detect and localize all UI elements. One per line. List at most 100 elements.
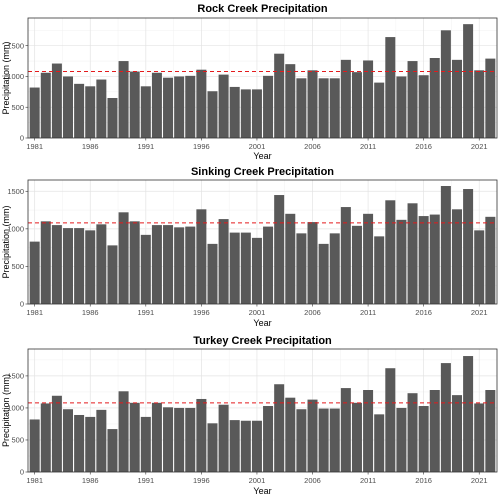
bar-2003: [274, 195, 285, 304]
x-tick-label: 1986: [82, 308, 99, 317]
x-tick-label: 2021: [471, 476, 488, 485]
bar-2020: [463, 24, 474, 138]
y-tick-label: 1000: [7, 404, 24, 413]
bar-1998: [218, 74, 229, 138]
bar-1998: [218, 219, 229, 304]
bar-2013: [385, 37, 396, 139]
bar-1992: [151, 402, 162, 472]
bar-2004: [285, 64, 296, 138]
chart-title: Rock Creek Precipitation: [197, 3, 327, 15]
bar-2001: [251, 420, 262, 472]
bar-2012: [374, 236, 385, 304]
x-tick-label: 1986: [82, 476, 99, 485]
bar-2009: [340, 388, 351, 472]
x-tick-label: 1986: [82, 142, 99, 151]
bar-2004: [285, 397, 296, 472]
bar-2009: [340, 59, 351, 138]
bar-1981: [29, 419, 40, 472]
x-tick-label: 2011: [360, 308, 376, 317]
bar-2018: [440, 363, 451, 472]
bar-2015: [407, 61, 418, 139]
bar-2021: [474, 70, 485, 138]
x-axis-title: Year: [253, 318, 271, 328]
bar-1992: [151, 72, 162, 138]
bar-1988: [107, 429, 118, 472]
bar-1989: [118, 391, 129, 472]
bar-1994: [174, 76, 185, 138]
bar-2005: [296, 78, 307, 138]
x-tick-label: 1991: [137, 142, 154, 151]
chart-title: Sinking Creek Precipitation: [191, 166, 334, 178]
bar-2017: [429, 390, 440, 472]
bar-1983: [51, 63, 62, 138]
bar-2011: [363, 60, 374, 138]
y-tick-label: 1500: [7, 41, 24, 50]
bar-1984: [63, 409, 74, 472]
x-tick-label: 1996: [193, 476, 210, 485]
x-tick-label: 1981: [26, 142, 43, 151]
bar-2019: [451, 209, 462, 304]
bar-2006: [307, 70, 318, 138]
x-tick-label: 1996: [193, 308, 210, 317]
bar-1997: [207, 243, 218, 304]
x-tick-label: 2016: [415, 142, 432, 151]
y-tick-label: 0: [20, 300, 24, 309]
bar-1981: [29, 241, 40, 304]
bar-2003: [274, 384, 285, 472]
bar-1994: [174, 407, 185, 472]
bar-1995: [185, 407, 196, 472]
bar-2008: [329, 233, 340, 304]
bar-2019: [451, 395, 462, 472]
y-tick-label: 500: [11, 103, 24, 112]
bar-1988: [107, 98, 118, 138]
bar-1988: [107, 245, 118, 304]
bar-2014: [396, 407, 407, 472]
bar-2011: [363, 213, 374, 304]
x-axis-title: Year: [253, 151, 271, 161]
bar-1989: [118, 61, 129, 139]
bar-1991: [140, 234, 151, 304]
bar-2019: [451, 59, 462, 138]
x-tick-label: 2016: [415, 308, 432, 317]
x-tick-label: 1996: [193, 142, 210, 151]
bar-1985: [74, 83, 85, 138]
y-tick-label: 1500: [7, 187, 24, 196]
bar-1999: [229, 420, 240, 472]
bar-1985: [74, 414, 85, 472]
bar-1990: [129, 71, 140, 138]
x-axis-title: Year: [253, 486, 271, 496]
bar-1996: [196, 69, 207, 138]
bar-1982: [40, 221, 51, 304]
bar-1981: [29, 87, 40, 138]
y-axis-title: Precipitation (mm): [1, 205, 11, 278]
bar-2004: [285, 213, 296, 304]
x-tick-label: 2006: [304, 476, 321, 485]
x-tick-label: 2016: [415, 476, 432, 485]
y-tick-label: 1500: [7, 372, 24, 381]
bar-2022: [485, 216, 496, 304]
bar-2018: [440, 186, 451, 304]
bar-1991: [140, 86, 151, 138]
chart-panel-3: Turkey Creek Precipitation 0 500 1000 1500 19…: [1, 335, 498, 496]
bar-2006: [307, 222, 318, 304]
bar-1993: [163, 225, 174, 304]
bar-2008: [329, 78, 340, 138]
bar-1999: [229, 232, 240, 304]
x-tick-label: 2001: [249, 476, 266, 485]
bar-1990: [129, 221, 140, 304]
plot-border: [27, 17, 498, 139]
bar-2011: [363, 390, 374, 472]
bar-1986: [85, 416, 96, 472]
bar-1999: [229, 86, 240, 138]
chart-panel-2: Sinking Creek Precipitation 0 500 1000 1500 1…: [1, 166, 498, 328]
y-tick-label: 1000: [7, 224, 24, 233]
bar-2008: [329, 408, 340, 472]
bar-2002: [263, 226, 274, 304]
bar-2016: [418, 216, 429, 304]
x-tick-label: 1981: [26, 308, 43, 317]
chart-title: Turkey Creek Precipitation: [193, 335, 332, 347]
x-tick-label: 1981: [26, 476, 43, 485]
bar-2014: [396, 219, 407, 304]
bar-2020: [463, 356, 474, 472]
